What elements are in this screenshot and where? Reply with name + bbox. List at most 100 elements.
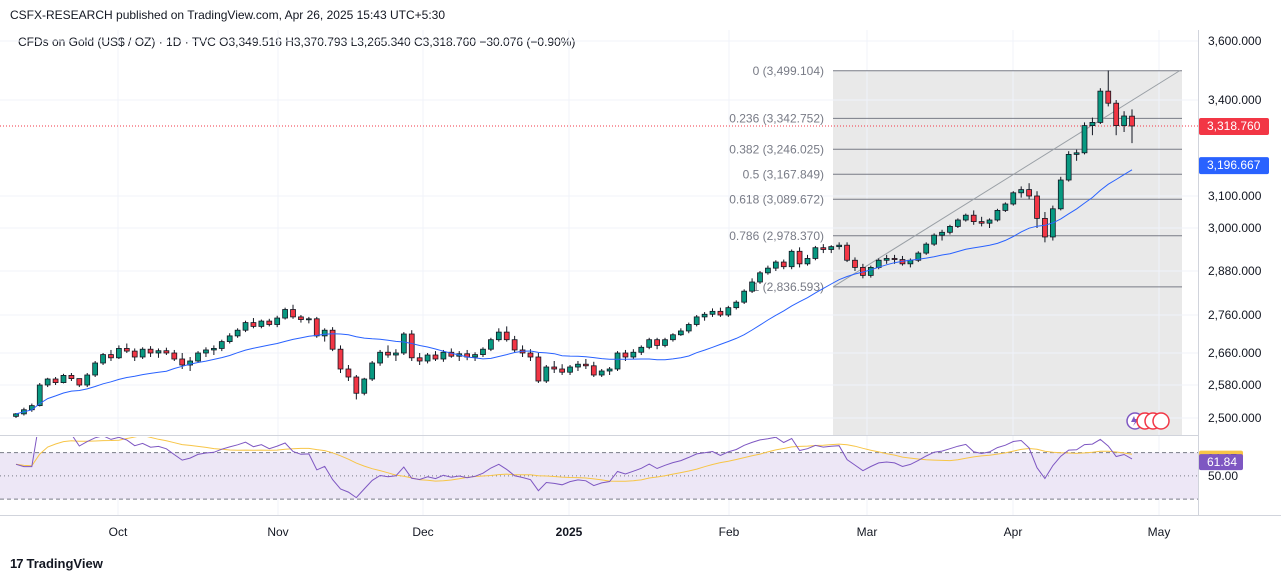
candle — [543, 365, 550, 383]
price-tick: 3,600.000 — [1208, 34, 1262, 48]
candle — [717, 307, 724, 317]
candle — [630, 349, 637, 359]
candle — [685, 322, 692, 334]
candle — [575, 361, 581, 371]
time-tick: Nov — [267, 525, 288, 539]
candle — [60, 373, 67, 384]
candle — [1018, 186, 1025, 198]
candle — [915, 251, 922, 263]
candle — [305, 316, 312, 324]
time-tick: Apr — [1004, 525, 1023, 539]
candle — [583, 359, 589, 369]
candle — [131, 348, 138, 361]
time-tick: Mar — [857, 525, 878, 539]
fib-label: 1 (2,836.593) — [753, 280, 824, 294]
candle — [978, 216, 985, 227]
candle — [68, 373, 75, 381]
symbol-legend: CFDs on Gold (US$ / OZ) · 1D · TVC O3,34… — [18, 35, 576, 49]
publisher-line: CSFX-RESEARCH published on TradingView.c… — [10, 8, 446, 22]
candle — [116, 345, 122, 359]
candle — [1010, 191, 1017, 206]
candle — [772, 260, 779, 271]
tradingview-mark-icon: 17 — [10, 556, 24, 571]
candle — [812, 245, 819, 261]
candle — [44, 377, 51, 388]
price-tick: 2,500.000 — [1208, 411, 1262, 425]
candle — [195, 351, 201, 363]
candle — [947, 224, 953, 235]
candle — [725, 305, 732, 317]
candle — [867, 265, 874, 278]
candle — [84, 373, 91, 388]
candle — [567, 365, 573, 375]
candle — [606, 367, 613, 375]
rsi-tick: 50.00 — [1208, 469, 1238, 483]
candle — [432, 351, 439, 361]
candle — [939, 229, 945, 241]
time-tick: May — [1148, 525, 1171, 539]
candle — [709, 308, 716, 317]
candle — [36, 383, 43, 407]
candle — [480, 347, 486, 357]
price-tick: 2,580.000 — [1208, 378, 1262, 392]
candle — [361, 377, 368, 396]
brand-name: TradingView — [26, 556, 103, 571]
ma-value-badge: 3,196.667 — [1199, 157, 1269, 175]
event-icons[interactable] — [1126, 412, 1170, 430]
candle — [1089, 117, 1096, 136]
candle — [931, 233, 937, 246]
flag-icon-3[interactable] — [1152, 412, 1170, 430]
price-tick: 2,880.000 — [1208, 264, 1262, 278]
candle — [242, 320, 249, 333]
candle — [986, 218, 993, 228]
fib-label: 0 (3,499.104) — [753, 64, 824, 78]
candle — [266, 318, 273, 327]
candle — [400, 332, 407, 355]
candle — [250, 318, 257, 329]
fib-levels: 0 (3,499.104) 0.236 (3,342.752) 0.382 (3,2… — [729, 64, 1182, 294]
candle — [804, 254, 811, 266]
candle — [369, 361, 376, 381]
candle — [852, 257, 858, 271]
candle — [163, 347, 170, 355]
candles — [13, 70, 1135, 418]
fib-label: 0.786 (2,978.370) — [729, 229, 824, 243]
candle — [757, 271, 763, 284]
svg-text:3,318.760: 3,318.760 — [1207, 119, 1261, 133]
fib-label: 0.236 (3,342.752) — [729, 111, 824, 125]
candle — [638, 345, 645, 355]
candle — [377, 349, 383, 366]
candle — [1002, 202, 1009, 212]
candle — [203, 347, 209, 357]
candle — [171, 349, 178, 361]
candle — [1113, 100, 1120, 136]
svg-text:3,196.667: 3,196.667 — [1207, 158, 1261, 172]
candle — [424, 353, 431, 364]
candle — [590, 361, 597, 377]
price-axis[interactable]: 3,600.000 3,400.000 3,100.000 3,000.000 2,88… — [1199, 34, 1269, 425]
candle — [329, 327, 336, 352]
candle — [535, 353, 542, 383]
candle — [820, 244, 827, 254]
candle — [765, 265, 771, 275]
candle — [962, 213, 969, 222]
rsi-line — [15, 437, 1133, 499]
trend-line[interactable] — [832, 70, 1181, 288]
candle — [1057, 176, 1064, 211]
time-tick: Dec — [412, 525, 433, 539]
tradingview-logo[interactable]: 17 TradingView — [10, 556, 103, 571]
price-tick: 2,660.000 — [1208, 346, 1262, 360]
candle — [52, 377, 59, 385]
rsi-value-badge: 61.84 — [1199, 454, 1243, 471]
candle — [955, 218, 961, 228]
candle — [693, 315, 700, 327]
candle — [836, 242, 843, 250]
candle — [677, 328, 684, 336]
candle — [654, 337, 660, 350]
candle — [733, 300, 740, 310]
candle — [211, 345, 217, 355]
rsi-ma-line — [15, 437, 1133, 482]
candle — [464, 349, 471, 361]
time-axis[interactable]: Oct Nov Dec 2025 Feb Mar Apr May — [109, 525, 1171, 539]
